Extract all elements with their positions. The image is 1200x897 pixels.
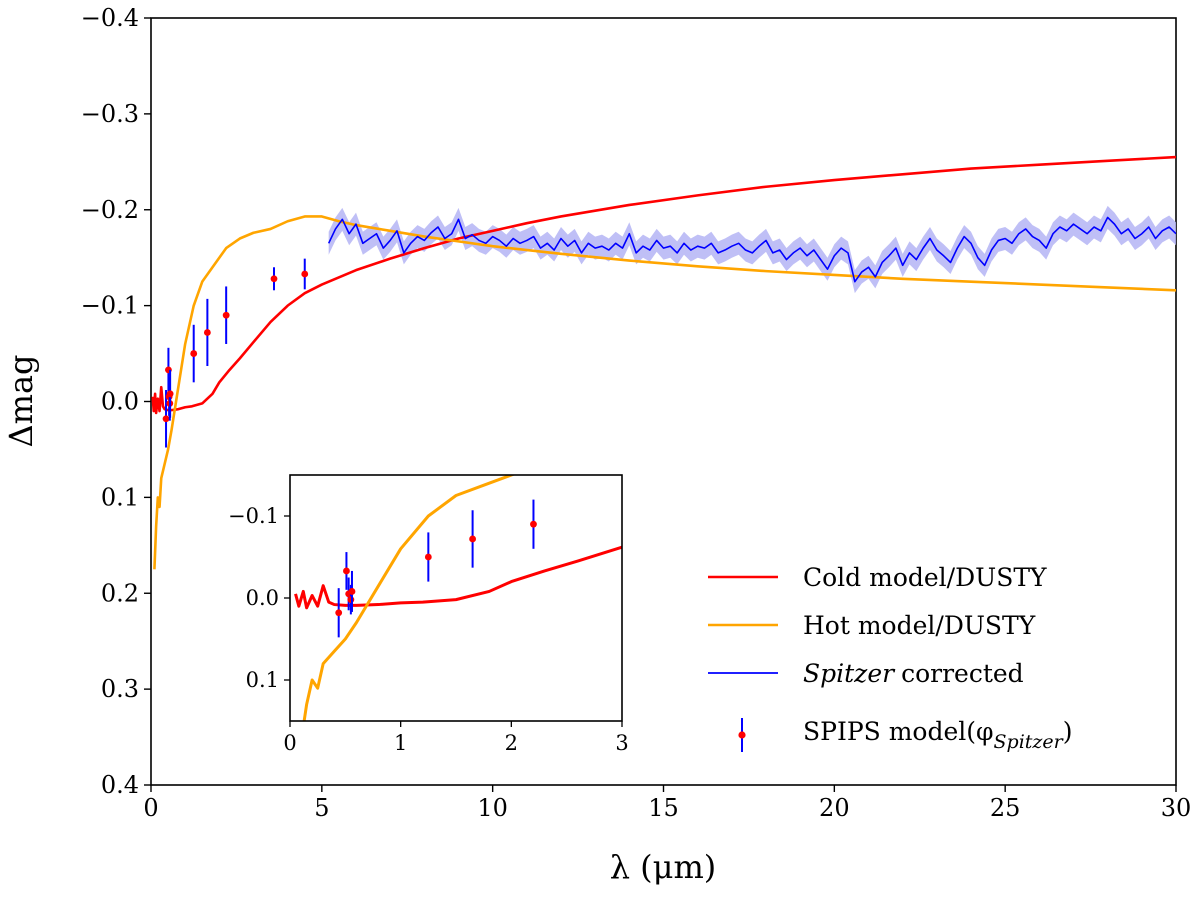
main-plot: 0 5 10 15 20 25 30−0.4−0.3−0.2−0.10.00.10.20.3… xyxy=(81,4,1192,822)
inset-y-tick-label: 0.0 xyxy=(246,586,279,610)
y-tick-label: −0.2 xyxy=(81,196,139,224)
inset-spips-point xyxy=(335,609,343,617)
y-tick-label: 0.0 xyxy=(101,388,139,416)
spips-point xyxy=(203,329,211,336)
legend: Cold model/DUSTY Hot model/DUSTY Spitzer… xyxy=(708,563,1073,753)
y-tick-label: 0.4 xyxy=(101,771,139,799)
y-tick-label: −0.1 xyxy=(81,292,139,320)
legend-label-spips: SPIPS model(φSpitzer) xyxy=(803,717,1073,753)
legend-marker-spips xyxy=(738,731,746,739)
inset-spips-point xyxy=(424,553,432,561)
spitzer-uncertainty-band xyxy=(328,205,1176,294)
inset-spips-point xyxy=(469,535,476,543)
inset-spips-point xyxy=(530,520,537,528)
x-tick-label: 15 xyxy=(648,794,679,822)
inset-spips-point xyxy=(348,588,356,595)
inset-y-tick-label: 0.1 xyxy=(246,668,279,692)
inset-spips-point xyxy=(343,567,350,575)
inset-line-cold-model xyxy=(294,545,622,610)
legend-label-spitzer: Spitzer corrected xyxy=(803,659,1024,688)
spips-point xyxy=(270,275,278,283)
inset-plot: 0 1 2 3 −0.1 0.0 0.1 xyxy=(228,474,629,755)
legend-spitzer-italic: Spitzer xyxy=(803,659,896,688)
x-tick-label: 30 xyxy=(1161,794,1192,822)
x-axis-title: λ (μm) xyxy=(610,848,717,886)
y-tick-label: 0.3 xyxy=(101,675,139,703)
spips-point xyxy=(222,311,230,319)
y-tick-label: 0.1 xyxy=(101,483,139,511)
inset-x-tick-label: 3 xyxy=(615,731,628,755)
legend-spips-sub: Spitzer xyxy=(994,731,1065,753)
x-tick-label: 25 xyxy=(990,794,1021,822)
series-line-cold-model xyxy=(151,155,1176,415)
inset-line-hot-model xyxy=(302,475,516,721)
legend-spips-text: SPIPS model(φ xyxy=(803,717,994,746)
spips-point xyxy=(190,350,198,357)
spips-point xyxy=(166,390,174,398)
series-line-hot-model xyxy=(153,215,1176,570)
inset-background xyxy=(290,475,622,721)
inset-x-tick-label: 2 xyxy=(505,731,518,755)
x-tick-label: 20 xyxy=(819,794,850,822)
y-axis-title: Δmag xyxy=(2,354,40,447)
spips-point xyxy=(162,415,170,423)
y-tick-label: 0.2 xyxy=(101,579,139,607)
inset-y-tick-label: −0.1 xyxy=(228,504,279,528)
y-tick-label: −0.3 xyxy=(81,100,139,128)
inset-x-tick-label: 0 xyxy=(283,731,296,755)
series-line-spitzer xyxy=(327,216,1176,283)
inset-x-tick-label: 1 xyxy=(394,731,407,755)
x-tick-label: 5 xyxy=(314,794,329,822)
legend-label-cold: Cold model/DUSTY xyxy=(803,563,1047,592)
x-tick-label: 10 xyxy=(477,794,508,822)
legend-spips-close: ) xyxy=(1063,717,1073,746)
y-tick-label: −0.4 xyxy=(81,4,139,32)
legend-spitzer-rest: corrected xyxy=(901,659,1024,688)
legend-label-hot: Hot model/DUSTY xyxy=(803,611,1036,640)
inset-spips-point xyxy=(347,596,355,604)
spips-point xyxy=(301,270,309,278)
x-tick-label: 0 xyxy=(143,794,158,822)
